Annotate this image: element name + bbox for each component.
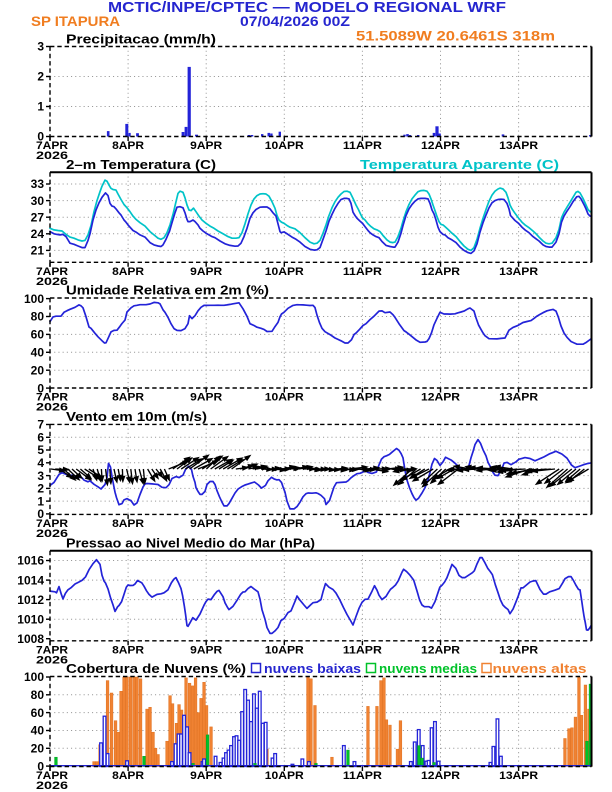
svg-text:2–m Temperatura (C): 2–m Temperatura (C) [66,157,216,172]
svg-text:Umidade Relativa em 2m (%): Umidade Relativa em 2m (%) [66,283,269,298]
svg-text:7APR: 7APR [36,644,68,656]
svg-text:10APR: 10APR [265,770,304,782]
svg-text:1012: 1012 [17,593,44,607]
svg-text:5: 5 [37,443,44,457]
svg-text:80: 80 [31,688,45,702]
svg-text:30: 30 [31,194,45,208]
svg-text:12APR: 12APR [421,518,460,530]
svg-text:Precipitacao (mm/h): Precipitacao (mm/h) [66,32,216,47]
svg-text:SP ITAPURA: SP ITAPURA [31,13,120,29]
svg-text:9APR: 9APR [190,770,222,782]
svg-text:7APR: 7APR [36,140,68,152]
svg-text:33: 33 [31,177,45,191]
svg-text:0: 0 [37,507,44,521]
svg-text:2026: 2026 [36,150,68,162]
svg-text:Temperatura Aparente (C): Temperatura Aparente (C) [360,157,559,172]
svg-text:7: 7 [37,418,44,432]
svg-text:13APR: 13APR [499,770,538,782]
svg-text:9APR: 9APR [190,392,222,404]
svg-text:7APR: 7APR [36,266,68,278]
svg-text:13APR: 13APR [499,518,538,530]
svg-text:9APR: 9APR [190,140,222,152]
svg-text:24: 24 [31,227,45,241]
svg-text:Pressao ao Nivel Medio do Mar: Pressao ao Nivel Medio do Mar (hPa) [66,536,315,551]
svg-text:12APR: 12APR [421,266,460,278]
svg-text:2026: 2026 [36,402,68,414]
svg-text:9APR: 9APR [190,266,222,278]
svg-text:13APR: 13APR [499,140,538,152]
svg-text:3: 3 [37,469,44,483]
svg-text:MCTIC/INPE/CPTEC — MODELO REGI: MCTIC/INPE/CPTEC — MODELO REGIONAL WRF [108,0,506,16]
svg-text:12APR: 12APR [421,140,460,152]
svg-text:07/04/2026 00Z: 07/04/2026 00Z [240,13,350,29]
svg-text:20: 20 [31,363,45,377]
svg-text:1: 1 [37,100,44,114]
svg-text:60: 60 [31,328,45,342]
svg-text:7APR: 7APR [36,770,68,782]
svg-text:13APR: 13APR [499,266,538,278]
svg-text:2026: 2026 [36,528,68,540]
svg-text:6: 6 [37,431,44,445]
svg-text:1014: 1014 [17,573,44,587]
svg-text:12APR: 12APR [421,770,460,782]
svg-text:40: 40 [31,346,45,360]
svg-text:27: 27 [31,210,45,224]
svg-text:51.5089W 20.6461S 318m: 51.5089W 20.6461S 318m [356,28,555,44]
svg-text:13APR: 13APR [499,644,538,656]
svg-text:8APR: 8APR [112,140,144,152]
svg-text:0: 0 [37,130,44,144]
svg-text:10APR: 10APR [265,644,304,656]
svg-text:nuvens baixas: nuvens baixas [264,661,361,676]
svg-text:8APR: 8APR [112,518,144,530]
svg-text:80: 80 [31,310,45,324]
svg-text:11APR: 11APR [343,770,382,782]
svg-text:0: 0 [37,381,44,395]
svg-text:1008: 1008 [17,632,44,646]
svg-text:100: 100 [24,670,44,684]
svg-text:60: 60 [31,706,45,720]
svg-text:2: 2 [37,70,44,84]
svg-text:100: 100 [24,292,44,306]
svg-text:40: 40 [31,724,45,738]
svg-text:8APR: 8APR [112,644,144,656]
svg-text:0: 0 [37,759,44,773]
svg-text:7APR: 7APR [36,518,68,530]
svg-text:11APR: 11APR [343,140,382,152]
svg-text:13APR: 13APR [499,392,538,404]
svg-text:10APR: 10APR [265,140,304,152]
svg-text:1016: 1016 [17,554,44,568]
svg-text:9APR: 9APR [190,644,222,656]
svg-text:12APR: 12APR [421,392,460,404]
svg-text:4: 4 [37,456,44,470]
svg-text:2026: 2026 [36,780,68,792]
svg-text:8APR: 8APR [112,266,144,278]
svg-text:10APR: 10APR [265,518,304,530]
svg-text:Vento em 10m (m/s): Vento em 10m (m/s) [66,409,207,424]
svg-text:2: 2 [37,482,44,496]
svg-text:2026: 2026 [36,654,68,666]
svg-text:11APR: 11APR [343,644,382,656]
svg-text:12APR: 12APR [421,644,460,656]
svg-text:21: 21 [31,244,45,258]
svg-text:Cobertura de Nuvens (%): Cobertura de Nuvens (%) [66,661,246,676]
svg-text:10APR: 10APR [265,266,304,278]
svg-text:8APR: 8APR [112,770,144,782]
svg-text:9APR: 9APR [190,518,222,530]
svg-text:11APR: 11APR [343,518,382,530]
svg-text:10APR: 10APR [265,392,304,404]
svg-text:nuvens altas: nuvens altas [493,661,587,676]
svg-text:8APR: 8APR [112,392,144,404]
svg-text:3: 3 [37,40,44,54]
svg-text:7APR: 7APR [36,392,68,404]
svg-text:20: 20 [31,742,45,756]
svg-text:nuvens medias: nuvens medias [379,661,477,676]
svg-text:11APR: 11APR [343,266,382,278]
svg-text:1010: 1010 [17,612,44,626]
svg-text:1: 1 [37,494,44,508]
svg-text:2026: 2026 [36,276,68,288]
svg-text:11APR: 11APR [343,392,382,404]
